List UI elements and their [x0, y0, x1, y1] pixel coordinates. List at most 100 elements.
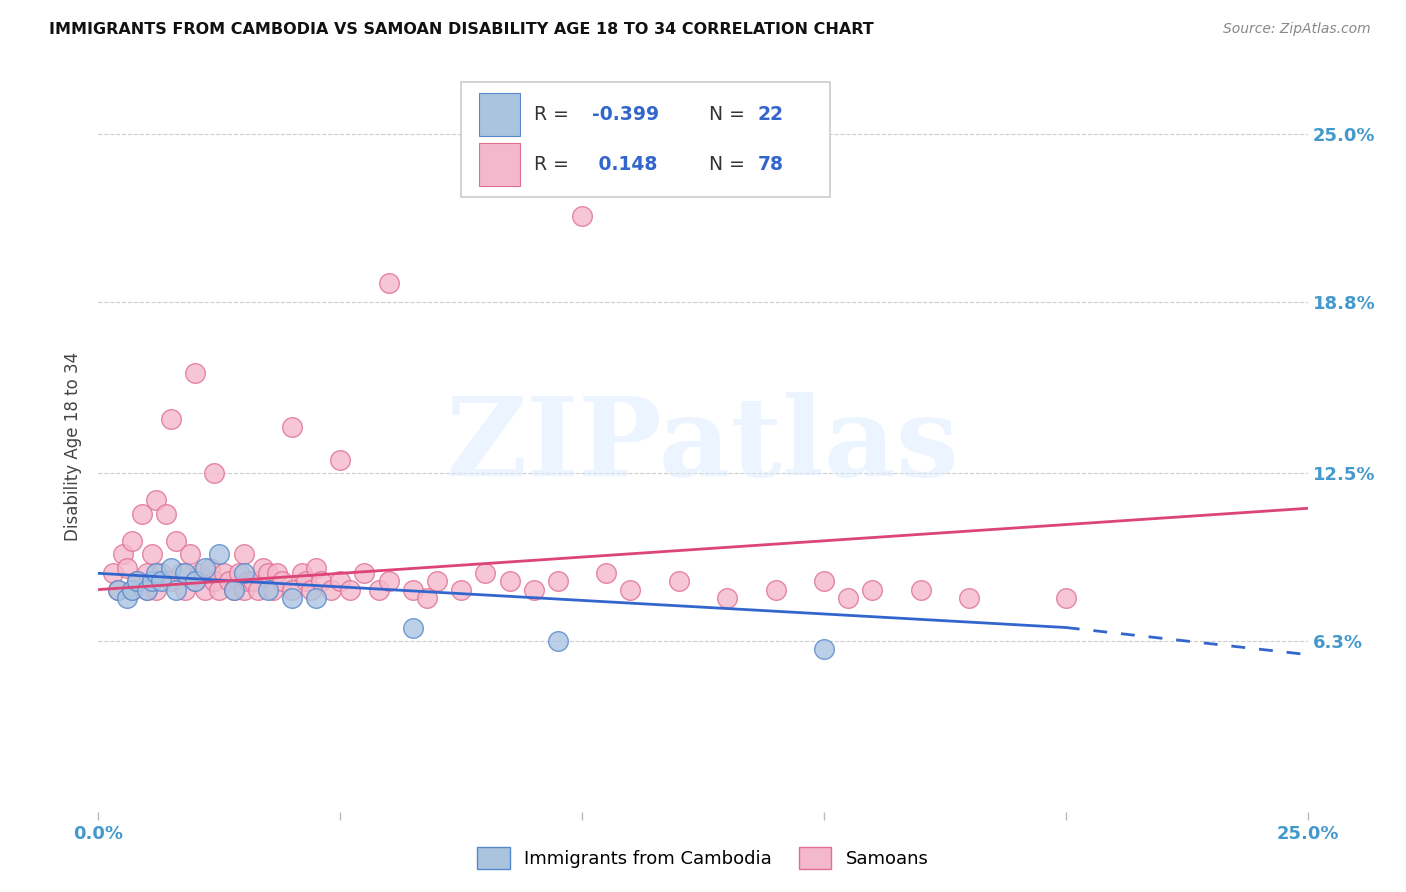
Text: -0.399: -0.399: [592, 105, 659, 124]
Point: [271, 574, 294, 589]
Point: [218, 574, 240, 589]
Point: [208, 582, 231, 597]
Point: [377, 277, 399, 291]
Point: [368, 582, 391, 597]
Point: [256, 582, 278, 597]
Point: [252, 561, 274, 575]
Point: [353, 566, 375, 581]
Point: [107, 582, 129, 597]
Point: [145, 582, 167, 597]
Point: [329, 452, 352, 467]
Point: [339, 582, 361, 597]
Point: [117, 561, 139, 575]
Point: [107, 582, 129, 597]
Point: [179, 547, 201, 561]
Point: [319, 582, 342, 597]
Point: [135, 582, 157, 597]
Point: [281, 591, 304, 605]
Text: 78: 78: [758, 155, 783, 174]
Point: [416, 591, 439, 605]
Point: [141, 547, 163, 561]
Text: N =: N =: [697, 155, 751, 174]
Point: [127, 574, 149, 589]
Point: [169, 566, 191, 581]
Point: [198, 561, 221, 575]
Point: [450, 582, 472, 597]
FancyBboxPatch shape: [461, 82, 830, 197]
Point: [160, 561, 183, 575]
Point: [957, 591, 980, 605]
Point: [135, 582, 157, 597]
Point: [174, 566, 197, 581]
Point: [188, 566, 211, 581]
Point: [281, 420, 304, 434]
Text: ZIPatlas: ZIPatlas: [446, 392, 960, 500]
Point: [402, 582, 425, 597]
Point: [150, 566, 173, 581]
Point: [547, 574, 569, 589]
Point: [305, 561, 328, 575]
FancyBboxPatch shape: [479, 143, 520, 186]
Point: [256, 566, 278, 581]
FancyBboxPatch shape: [479, 93, 520, 136]
Point: [595, 566, 617, 581]
Text: N =: N =: [697, 105, 751, 124]
Point: [194, 561, 217, 575]
Point: [668, 574, 690, 589]
Point: [194, 582, 217, 597]
Point: [212, 566, 235, 581]
Point: [232, 582, 254, 597]
Point: [266, 566, 288, 581]
Point: [160, 574, 183, 589]
Point: [165, 533, 187, 548]
Point: [377, 574, 399, 589]
Point: [135, 566, 157, 581]
Point: [160, 412, 183, 426]
Point: [329, 574, 352, 589]
Point: [228, 566, 250, 581]
Point: [141, 574, 163, 589]
Point: [111, 547, 134, 561]
Point: [145, 493, 167, 508]
Text: R =: R =: [534, 155, 575, 174]
Point: [121, 582, 143, 597]
Point: [860, 582, 883, 597]
Text: IMMIGRANTS FROM CAMBODIA VS SAMOAN DISABILITY AGE 18 TO 34 CORRELATION CHART: IMMIGRANTS FROM CAMBODIA VS SAMOAN DISAB…: [49, 22, 875, 37]
Point: [309, 574, 332, 589]
Point: [184, 574, 207, 589]
Point: [262, 582, 284, 597]
Point: [155, 507, 177, 521]
Point: [222, 582, 245, 597]
Point: [299, 582, 322, 597]
Point: [222, 582, 245, 597]
Point: [765, 582, 787, 597]
Point: [290, 566, 312, 581]
Point: [232, 547, 254, 561]
Point: [127, 574, 149, 589]
Point: [184, 574, 207, 589]
Point: [232, 566, 254, 581]
Point: [498, 574, 520, 589]
Point: [165, 582, 187, 597]
Point: [204, 466, 226, 480]
Point: [426, 574, 449, 589]
Point: [184, 366, 207, 380]
Point: [121, 533, 143, 548]
Point: [402, 620, 425, 634]
Point: [305, 591, 328, 605]
Point: [474, 566, 496, 581]
Point: [837, 591, 859, 605]
Point: [242, 574, 264, 589]
Point: [813, 642, 835, 657]
Point: [281, 582, 304, 597]
Y-axis label: Disability Age 18 to 34: Disability Age 18 to 34: [65, 351, 83, 541]
Text: R =: R =: [534, 105, 575, 124]
Point: [813, 574, 835, 589]
Point: [121, 582, 143, 597]
Text: 22: 22: [758, 105, 783, 124]
Point: [174, 582, 197, 597]
Point: [101, 566, 124, 581]
Point: [145, 566, 167, 581]
Text: 0.148: 0.148: [592, 155, 657, 174]
Legend: Immigrants from Cambodia, Samoans: Immigrants from Cambodia, Samoans: [468, 838, 938, 879]
